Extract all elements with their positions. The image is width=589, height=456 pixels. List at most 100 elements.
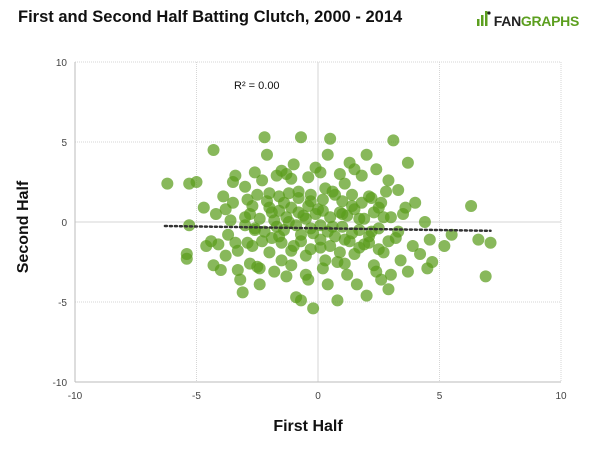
data-point <box>377 211 390 224</box>
data-point <box>372 222 385 235</box>
data-point <box>299 212 312 225</box>
data-point <box>314 233 327 246</box>
data-point <box>445 228 458 241</box>
x-axis-title: First Half <box>273 418 343 435</box>
data-point <box>333 168 346 180</box>
data-point <box>251 188 264 201</box>
data-point <box>265 232 278 244</box>
data-point <box>375 196 388 209</box>
y-tick-label: 10 <box>56 58 68 69</box>
data-point <box>365 192 378 204</box>
data-point <box>222 228 235 241</box>
data-point <box>401 156 414 169</box>
data-point <box>273 190 286 203</box>
y-tick-label: -5 <box>58 298 67 309</box>
data-point <box>384 268 397 281</box>
data-point <box>401 265 414 278</box>
data-point <box>304 188 317 201</box>
data-point <box>414 248 427 260</box>
data-point <box>324 211 337 224</box>
data-point <box>294 131 307 144</box>
data-point <box>319 254 332 267</box>
data-point <box>392 184 405 196</box>
r-squared-annotation: R² = 0.00 <box>234 80 280 92</box>
data-point <box>246 240 259 252</box>
brand-text-graphs: GRAPHS <box>520 12 579 29</box>
data-point <box>302 200 315 212</box>
data-point <box>241 193 254 206</box>
y-tick-label: 5 <box>61 138 67 149</box>
data-point <box>341 268 354 281</box>
x-tick-label: 10 <box>555 391 567 402</box>
data-point <box>183 219 196 232</box>
grid-lines <box>74 61 562 383</box>
data-point <box>426 256 439 268</box>
x-tick-label: 5 <box>437 391 443 402</box>
data-point <box>248 166 261 179</box>
data-point <box>338 177 351 190</box>
x-tick-label: -10 <box>68 391 83 402</box>
data-point <box>324 240 337 252</box>
data-point <box>333 246 346 259</box>
data-point <box>277 224 290 236</box>
data-point <box>326 185 339 198</box>
data-point <box>280 211 293 224</box>
data-point <box>353 241 366 254</box>
data-point <box>256 174 269 187</box>
data-point <box>304 243 317 256</box>
data-point <box>239 180 252 193</box>
trendline <box>163 224 492 233</box>
data-point <box>253 278 266 291</box>
data-point <box>207 144 220 156</box>
data-point <box>161 177 174 190</box>
data-point <box>438 240 451 252</box>
data-point <box>260 148 273 161</box>
data-point <box>282 187 295 200</box>
data-point <box>294 294 307 307</box>
data-point <box>348 163 361 176</box>
data-point <box>355 196 368 209</box>
brand-logo: FANGRAPHS <box>476 10 580 31</box>
data-point <box>302 171 315 184</box>
data-point <box>209 208 222 220</box>
data-point <box>370 265 383 278</box>
data-point <box>358 212 371 225</box>
data-point <box>197 201 210 214</box>
data-point <box>382 235 395 248</box>
data-point <box>217 190 230 203</box>
chart-title: First and Second Half Batting Clutch, 20… <box>18 8 403 26</box>
data-point <box>387 134 400 147</box>
data-point <box>336 195 349 208</box>
y-tick-labels: 10 5 0 -5 -10 <box>53 58 68 389</box>
y-tick-label: 0 <box>61 218 67 229</box>
data-point <box>406 240 419 252</box>
data-point <box>253 262 266 275</box>
data-point <box>353 224 366 236</box>
data-point <box>243 208 256 220</box>
data-point <box>263 246 276 259</box>
data-point <box>372 243 385 256</box>
data-point <box>360 289 373 302</box>
data-point <box>392 225 405 238</box>
data-point <box>314 166 327 179</box>
data-point <box>256 235 269 248</box>
data-point <box>229 169 242 182</box>
data-point <box>479 270 492 283</box>
data-point <box>394 254 407 267</box>
data-point <box>484 236 497 249</box>
x-tick-label: 0 <box>315 391 321 402</box>
y-axis-title: Second Half <box>15 180 32 273</box>
data-point <box>294 235 307 248</box>
data-point <box>214 264 227 276</box>
data-point <box>409 196 422 209</box>
data-point <box>258 131 271 144</box>
x-tick-labels: -10 -5 0 5 10 <box>68 391 567 402</box>
data-point <box>275 236 288 249</box>
data-point <box>324 132 337 145</box>
data-point <box>307 302 320 315</box>
data-point <box>190 176 203 188</box>
data-point <box>370 163 383 176</box>
brand-text: FANGRAPHS <box>494 12 580 29</box>
fangraphs-logo-icon <box>476 10 491 31</box>
